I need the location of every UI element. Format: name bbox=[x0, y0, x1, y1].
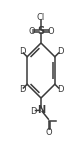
Text: D: D bbox=[57, 85, 63, 94]
Text: S: S bbox=[37, 26, 45, 36]
Text: D: D bbox=[30, 107, 36, 116]
Text: D: D bbox=[19, 85, 25, 94]
Text: O: O bbox=[46, 128, 53, 137]
Text: D: D bbox=[19, 47, 25, 56]
Text: D: D bbox=[57, 47, 63, 56]
Text: O: O bbox=[47, 27, 54, 36]
Text: Cl: Cl bbox=[37, 13, 45, 22]
Text: O: O bbox=[28, 27, 35, 36]
Text: N: N bbox=[37, 105, 45, 114]
